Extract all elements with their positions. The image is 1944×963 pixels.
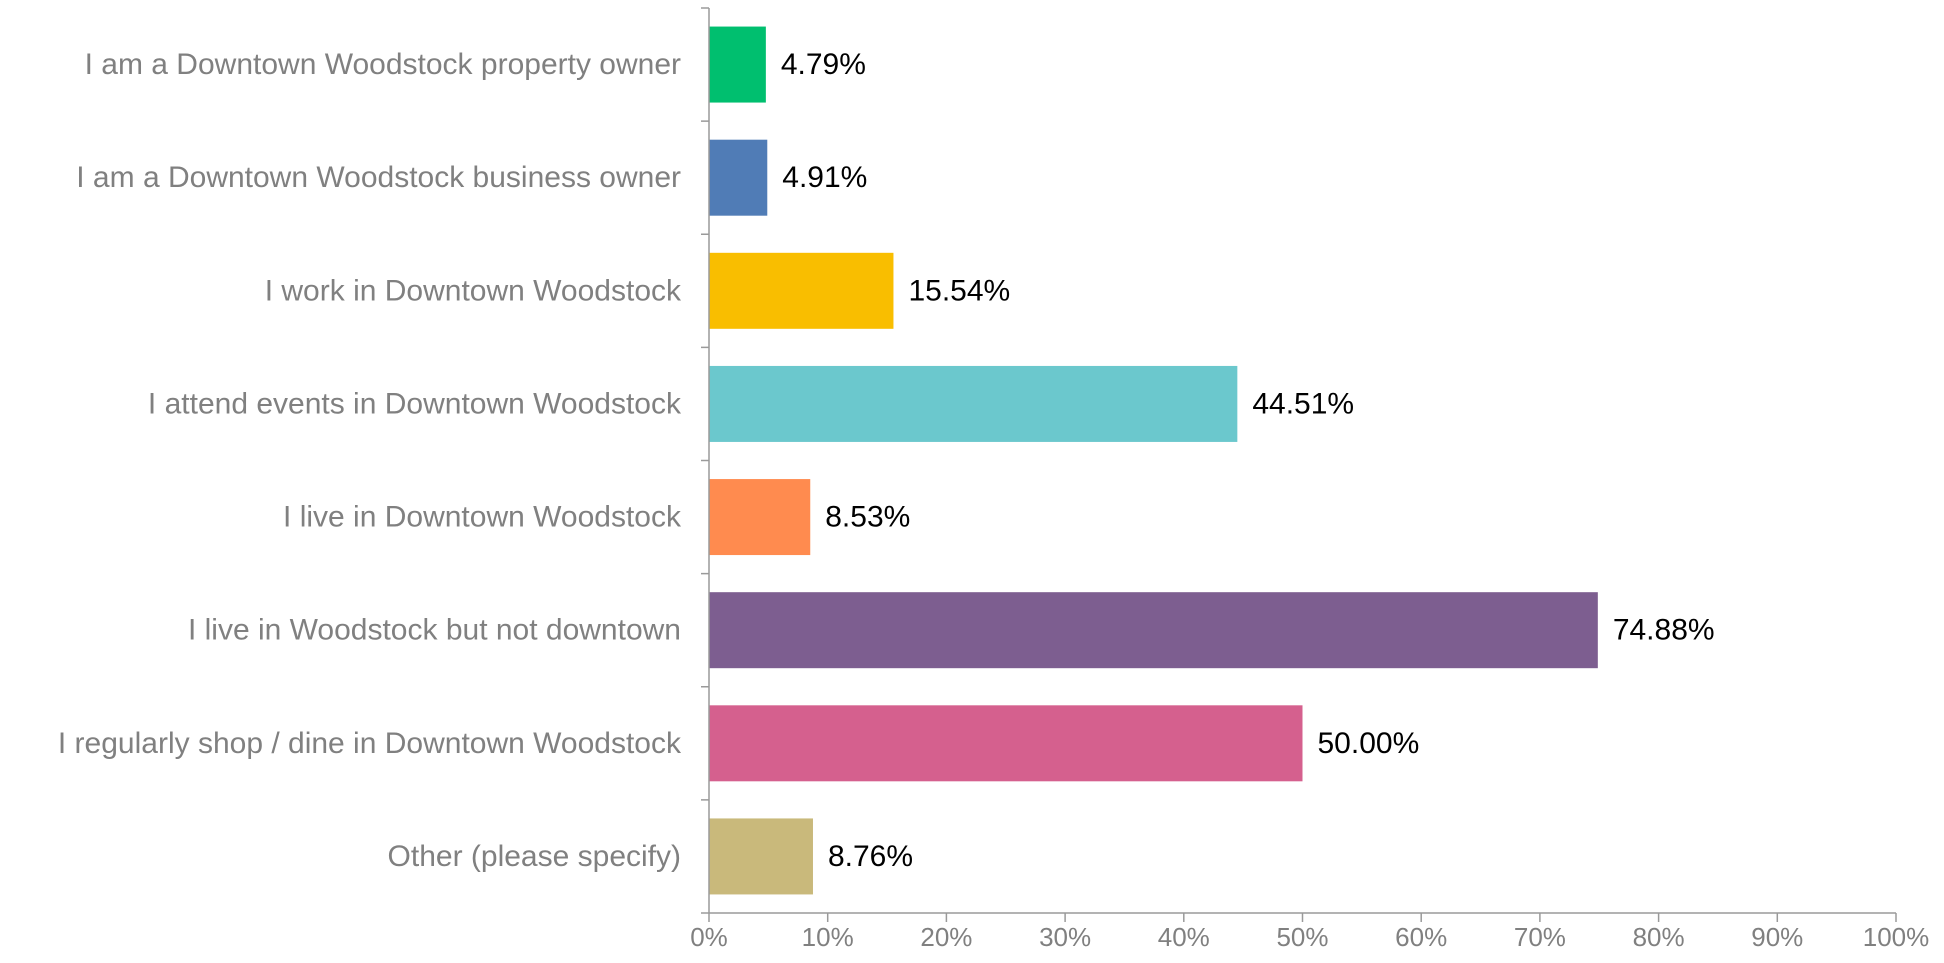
data-label: 8.53% [825, 501, 910, 534]
data-label: 44.51% [1252, 387, 1354, 420]
data-labels-group: 4.79% 4.91% 15.54% 44.51% 8.53% 74.88% 50.00% 8… [781, 48, 1715, 873]
category-labels-group: I am a Downtown Woodstock property owner… [58, 48, 682, 873]
category-label: I live in Downtown Woodstock [283, 501, 682, 534]
x-tick-label: 80% [1633, 922, 1685, 952]
data-label: 4.79% [781, 48, 866, 81]
axes-group: 0% 10% 20% 30% 40% 50% 60% 70% 80% 90% 100% [690, 7, 1930, 952]
bar [709, 705, 1303, 782]
x-tick-label: 90% [1751, 922, 1803, 952]
x-tick-label: 30% [1039, 922, 1091, 952]
data-label: 15.54% [908, 274, 1010, 307]
category-label: Other (please specify) [388, 840, 681, 873]
category-label: I regularly shop / dine in Downtown Wood… [58, 727, 682, 760]
category-label: I live in Woodstock but not downtown [188, 614, 681, 647]
data-label: 8.76% [828, 840, 913, 873]
bar [709, 818, 813, 895]
x-tick-label: 20% [920, 922, 972, 952]
bar [709, 139, 768, 216]
bar [709, 479, 811, 556]
x-tick-label: 10% [802, 922, 854, 952]
bar [709, 365, 1238, 442]
x-tick-label: 50% [1276, 922, 1328, 952]
x-tick-label: 70% [1514, 922, 1566, 952]
bar [709, 592, 1598, 669]
x-tick-label: 0% [690, 922, 728, 952]
data-label: 4.91% [782, 161, 867, 194]
x-tick-label: 100% [1863, 922, 1930, 952]
category-label: I work in Downtown Woodstock [265, 274, 682, 307]
data-label: 50.00% [1318, 727, 1420, 760]
bar [709, 252, 894, 329]
category-label: I am a Downtown Woodstock business owner [76, 161, 681, 194]
category-label: I am a Downtown Woodstock property owner [85, 48, 681, 81]
x-tick-label: 60% [1395, 922, 1447, 952]
bars-group [709, 26, 1598, 895]
bar [709, 26, 766, 103]
category-label: I attend events in Downtown Woodstock [148, 387, 682, 420]
x-tick-label: 40% [1158, 922, 1210, 952]
data-label: 74.88% [1613, 614, 1715, 647]
